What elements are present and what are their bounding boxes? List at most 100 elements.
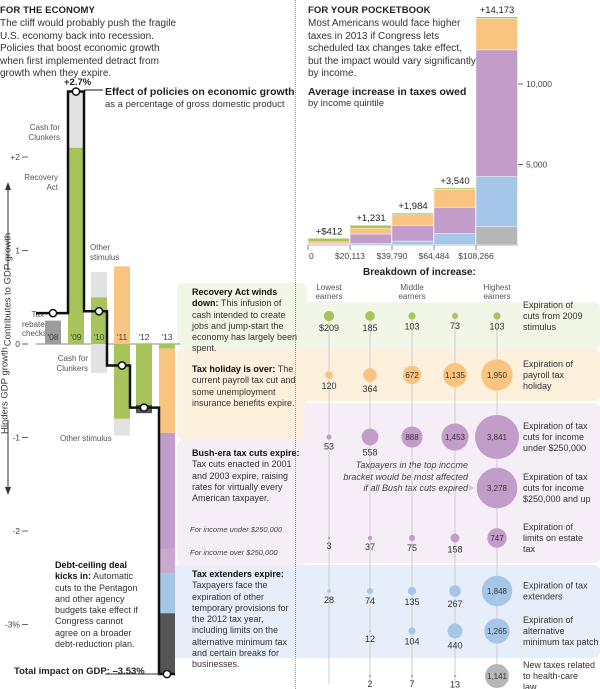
holiday-panel	[177, 349, 307, 440]
bubble	[366, 587, 374, 595]
row-label: $250,000 and up	[523, 494, 591, 504]
breakdown-title: Breakdown of increase:	[363, 267, 476, 278]
net-point	[48, 308, 58, 318]
stack-segment	[433, 207, 476, 234]
column-header: Highest	[483, 283, 511, 292]
bubble-value: 3	[326, 541, 331, 551]
bubble-value: 37	[365, 542, 375, 552]
bubble-value: 1,950	[487, 371, 508, 380]
bubble	[487, 528, 507, 548]
note-holiday: Tax holiday is over: The current payroll…	[192, 364, 296, 408]
bar-segment	[136, 344, 152, 405]
note-debt-ceiling: Debt-ceiling deal kicks in: Automatic cu…	[55, 560, 138, 650]
bubble	[475, 415, 519, 459]
bubble-value: 74	[365, 596, 375, 606]
bubble-value: 185	[362, 323, 377, 333]
row-label: cuts from 2009	[523, 311, 583, 321]
bubble	[325, 371, 333, 379]
total-label: +$412	[316, 226, 343, 237]
bar-segment	[91, 344, 107, 373]
bubble-value: 3,841	[487, 433, 508, 442]
economy-kicker: FOR THE ECONOMY	[0, 5, 95, 16]
total-label: +1,231	[356, 213, 385, 224]
bubble-value: 1,265	[487, 627, 508, 636]
bubble-value: 440	[447, 640, 462, 650]
total-label: +1,984	[398, 201, 427, 212]
bubble	[326, 434, 332, 440]
year-label: '12	[138, 332, 149, 342]
stack-segment	[349, 224, 392, 229]
label-cash-clunkers-neg: Cash for Clunkers	[56, 354, 88, 373]
bar-segment	[159, 573, 175, 614]
stack-segment	[391, 214, 434, 226]
bar-segment	[91, 272, 107, 298]
column-header: earners	[315, 292, 342, 301]
stack-segment	[475, 18, 518, 51]
year-label: '09	[70, 332, 81, 342]
bubble-value: 103	[404, 322, 419, 332]
row-label: minimum tax patch	[523, 637, 599, 647]
row-label: cuts for income	[523, 432, 584, 442]
section-divider	[295, 0, 296, 689]
x-tick-label: $108,266	[458, 251, 494, 261]
bubble	[361, 428, 379, 446]
bubble-value: 3,278	[487, 484, 508, 493]
bubble-value: 888	[405, 433, 419, 442]
recovery-panel-right	[300, 302, 600, 349]
y-tick-label: -1	[12, 433, 20, 443]
bubble	[451, 312, 459, 320]
bubble-value: 104	[404, 637, 419, 647]
bubble-value: 672	[405, 371, 419, 380]
column-header: earners	[398, 292, 425, 301]
bubble	[368, 629, 372, 633]
bar-segment	[68, 91, 84, 148]
bubble	[450, 533, 460, 543]
y-tick-label: 1	[15, 246, 20, 256]
row-label: Expiration of	[523, 522, 574, 532]
economy-dek: The cliff would probably push the fragil…	[0, 18, 177, 79]
column-header: earners	[483, 292, 510, 301]
row-label: extenders	[523, 592, 563, 602]
row-label: cuts for income	[523, 483, 584, 493]
bubble-value: 135	[404, 597, 419, 607]
row-label: Expiration of	[523, 615, 574, 625]
year-label: '11	[117, 332, 128, 342]
net-effect-line	[36, 90, 175, 676]
pointer-arrow-icon	[469, 485, 474, 491]
bubble	[365, 311, 375, 321]
bubble	[443, 363, 467, 387]
bubble-value: 267	[447, 599, 462, 609]
bubble-value: 158	[447, 544, 462, 554]
bubble-value: $209	[319, 323, 339, 333]
economy-chart-subtitle: as a percentage of gross domestic produc…	[105, 99, 285, 110]
bubble	[481, 575, 513, 607]
note-bush-over: For income over $250,000	[190, 548, 278, 557]
label-tax-rebate: Tax rebate checks	[22, 310, 47, 338]
row-label: limits on estate	[523, 533, 583, 543]
bubble	[441, 423, 469, 451]
column-header: Middle	[400, 283, 424, 292]
year-label: '10	[93, 332, 104, 342]
row-label: Expiration of	[523, 359, 574, 369]
bubble	[493, 312, 501, 320]
row-label: tax	[523, 544, 536, 554]
stack-segment	[433, 187, 476, 190]
y-tick-label: +2	[10, 152, 20, 162]
bar-segment	[114, 418, 130, 436]
bubble	[410, 674, 414, 678]
row-label: payroll tax	[523, 370, 565, 380]
pocketbook-kicker: FOR YOUR POCKETBOOK	[308, 5, 431, 16]
stack-segment	[475, 176, 518, 227]
bar-segment	[114, 266, 130, 344]
row-label: under $250,000	[523, 443, 586, 453]
stack-segment	[391, 225, 434, 242]
bubble-value: 28	[324, 595, 334, 605]
note-extenders: Tax extenders expire: Taxpayers face the…	[192, 569, 289, 670]
stack-segment	[391, 212, 434, 215]
bubble-value: 75	[407, 543, 417, 553]
y-tick-label: 5,000	[526, 160, 548, 170]
bar-segment	[159, 344, 175, 349]
bubble	[481, 359, 513, 391]
stack-segment	[349, 227, 392, 235]
stack-segment	[349, 243, 392, 246]
